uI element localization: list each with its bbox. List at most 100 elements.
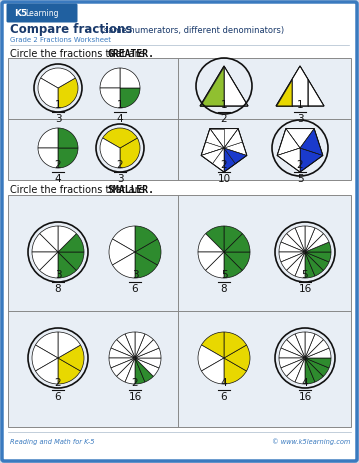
Wedge shape (305, 334, 323, 358)
Wedge shape (281, 234, 305, 252)
Polygon shape (286, 129, 314, 148)
Wedge shape (198, 234, 224, 252)
Wedge shape (135, 348, 161, 358)
Wedge shape (39, 252, 58, 278)
Polygon shape (213, 148, 224, 172)
Text: 3: 3 (55, 113, 61, 124)
Text: 2: 2 (55, 161, 61, 170)
Wedge shape (58, 128, 78, 148)
Wedge shape (100, 88, 120, 108)
Text: 1: 1 (297, 100, 303, 111)
Wedge shape (286, 358, 305, 382)
Wedge shape (305, 332, 315, 358)
Wedge shape (38, 128, 58, 148)
Polygon shape (300, 129, 323, 156)
Wedge shape (305, 358, 323, 382)
Text: (same numerators, different denominators): (same numerators, different denominators… (98, 25, 284, 35)
Wedge shape (224, 234, 250, 252)
Text: 8: 8 (55, 283, 61, 294)
Wedge shape (103, 128, 137, 148)
Polygon shape (201, 148, 224, 164)
Text: 1: 1 (55, 100, 61, 111)
Wedge shape (279, 242, 305, 252)
Wedge shape (295, 332, 305, 358)
FancyBboxPatch shape (8, 58, 351, 180)
Text: Learning: Learning (25, 8, 59, 18)
Text: 2: 2 (117, 161, 123, 170)
Text: 3: 3 (297, 113, 303, 124)
Text: SMALLER.: SMALLER. (107, 185, 154, 195)
Wedge shape (305, 340, 329, 358)
Wedge shape (58, 345, 84, 371)
Wedge shape (100, 138, 120, 168)
Wedge shape (32, 345, 58, 371)
Wedge shape (125, 332, 135, 358)
Wedge shape (305, 228, 323, 252)
Wedge shape (58, 148, 78, 168)
Wedge shape (58, 234, 84, 252)
Text: K5: K5 (14, 8, 27, 18)
Text: 5: 5 (297, 174, 303, 183)
Polygon shape (224, 129, 238, 148)
Wedge shape (135, 340, 159, 358)
Text: 2: 2 (297, 161, 303, 170)
Wedge shape (201, 332, 224, 358)
Wedge shape (109, 239, 135, 265)
Wedge shape (135, 334, 153, 358)
Wedge shape (201, 358, 224, 384)
Wedge shape (120, 138, 140, 168)
Wedge shape (224, 345, 250, 371)
Wedge shape (295, 358, 305, 384)
Wedge shape (295, 252, 305, 278)
Polygon shape (200, 66, 224, 106)
Wedge shape (58, 252, 76, 278)
Polygon shape (224, 148, 236, 172)
Wedge shape (135, 226, 158, 252)
Wedge shape (224, 226, 242, 252)
Polygon shape (300, 148, 323, 172)
Text: 6: 6 (132, 283, 138, 294)
Wedge shape (41, 68, 75, 88)
Wedge shape (224, 332, 247, 358)
Wedge shape (58, 332, 80, 358)
Wedge shape (305, 226, 315, 252)
Text: Reading and Math for K-5: Reading and Math for K-5 (10, 439, 94, 445)
Polygon shape (277, 129, 323, 172)
Wedge shape (206, 226, 224, 252)
Polygon shape (277, 129, 300, 156)
Wedge shape (281, 358, 305, 376)
Wedge shape (198, 252, 224, 270)
Wedge shape (305, 252, 329, 270)
Wedge shape (112, 226, 135, 252)
Polygon shape (292, 66, 308, 106)
Wedge shape (109, 358, 135, 368)
Wedge shape (36, 332, 58, 358)
Wedge shape (279, 358, 305, 368)
Text: 1: 1 (117, 100, 123, 111)
Text: 3: 3 (55, 270, 61, 281)
FancyBboxPatch shape (8, 195, 351, 427)
Wedge shape (111, 358, 135, 376)
Text: 2: 2 (221, 161, 227, 170)
Wedge shape (120, 88, 140, 108)
Text: 4: 4 (117, 113, 123, 124)
Text: 2: 2 (221, 113, 227, 124)
Wedge shape (117, 334, 135, 358)
Text: Circle the fractions that are: Circle the fractions that are (10, 49, 148, 59)
Polygon shape (308, 79, 324, 106)
Text: 3: 3 (117, 174, 123, 183)
Text: 1: 1 (221, 100, 227, 111)
Wedge shape (38, 148, 58, 168)
Wedge shape (112, 252, 135, 278)
Wedge shape (36, 358, 58, 384)
Wedge shape (224, 358, 247, 384)
Wedge shape (305, 348, 331, 358)
Text: 16: 16 (129, 392, 141, 401)
Polygon shape (201, 142, 224, 156)
Polygon shape (224, 148, 247, 164)
Text: 4: 4 (221, 378, 227, 388)
Polygon shape (277, 148, 300, 172)
FancyBboxPatch shape (6, 4, 78, 23)
Polygon shape (276, 66, 324, 106)
Polygon shape (224, 129, 242, 148)
